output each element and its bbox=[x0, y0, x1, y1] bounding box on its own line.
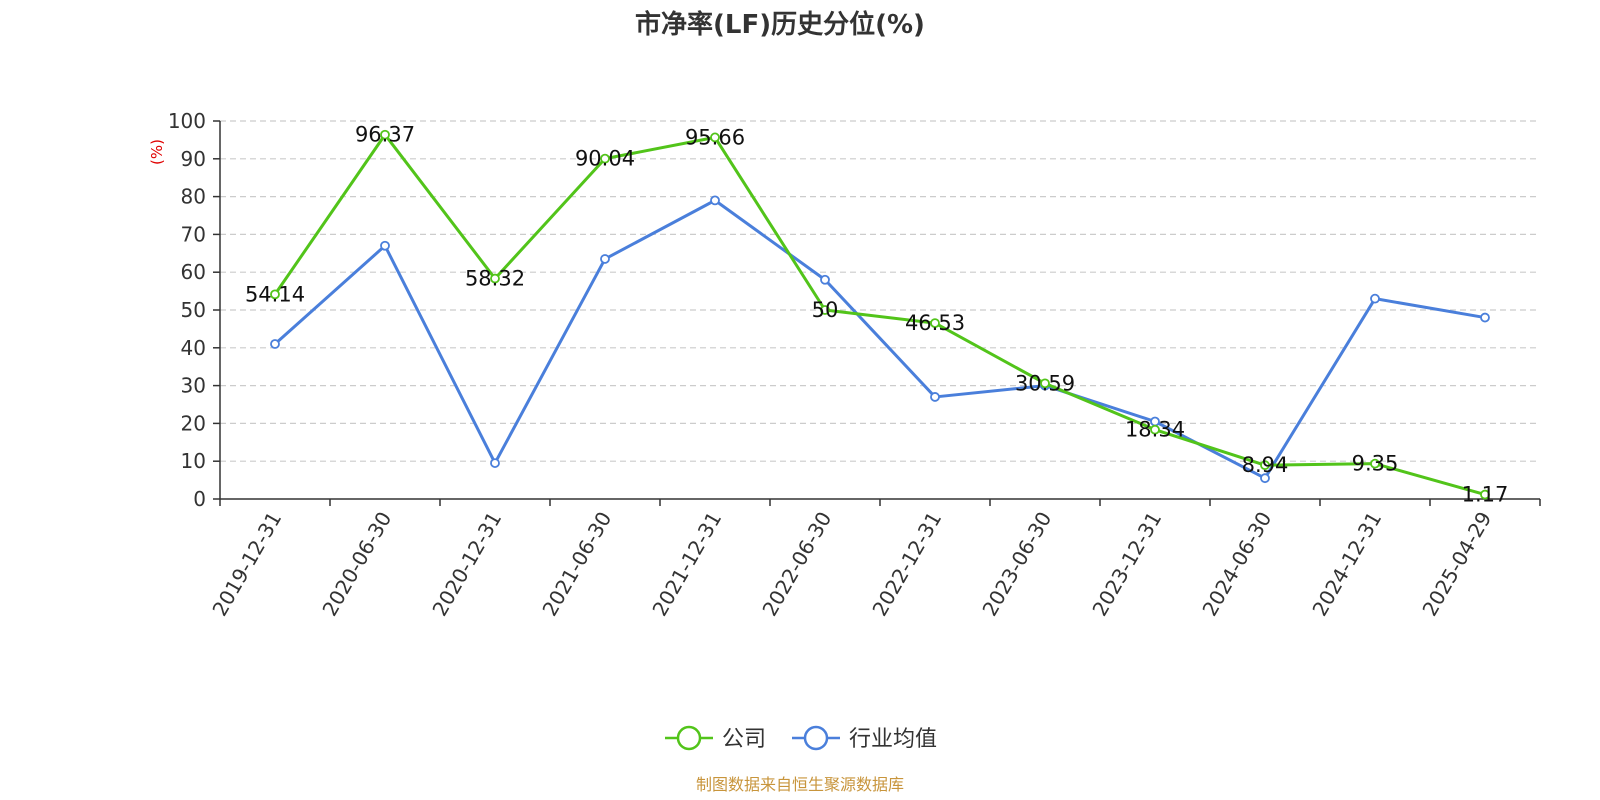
data-point bbox=[710, 195, 720, 206]
data-point bbox=[820, 305, 830, 315]
data-label: 46.53 bbox=[905, 311, 965, 335]
data-point bbox=[380, 240, 390, 251]
data-point bbox=[270, 289, 280, 300]
data-label: 8.94 bbox=[1242, 453, 1289, 477]
data-point bbox=[930, 392, 940, 402]
x-tick-label: 2020-06-30 bbox=[317, 508, 396, 621]
x-tick-label: 2024-12-31 bbox=[1307, 508, 1386, 621]
data-point bbox=[820, 274, 830, 285]
source-note: 制图数据来自恒生聚源数据库 bbox=[696, 775, 904, 794]
data-label: 50 bbox=[812, 298, 839, 322]
y-tick-label: 90 bbox=[181, 147, 206, 171]
data-point bbox=[490, 273, 500, 284]
data-label: 18.34 bbox=[1125, 418, 1185, 442]
data-point bbox=[600, 254, 610, 264]
legend-item[interactable]: 公司 bbox=[665, 725, 766, 752]
data-point bbox=[1260, 473, 1270, 484]
chart-title: 市净率(LF)历史分位(%) bbox=[635, 9, 925, 40]
series-layer bbox=[270, 129, 1490, 500]
data-label: 54.14 bbox=[245, 282, 305, 306]
y-tick-label: 50 bbox=[181, 298, 206, 322]
data-label: 96.37 bbox=[355, 123, 415, 147]
y-tick-label: 40 bbox=[181, 336, 206, 360]
data-labels: 54.14 96.37 58.32 90.04 95.66 50 46.53 30.59 18.… bbox=[245, 123, 1508, 507]
data-point bbox=[1370, 458, 1380, 469]
data-label: 58.32 bbox=[465, 267, 525, 291]
legend-marker bbox=[803, 725, 829, 751]
legend[interactable]: 公司 行业均值 bbox=[665, 725, 937, 752]
y-tick-label: 30 bbox=[181, 374, 206, 398]
y-tick-label: 100 bbox=[168, 109, 206, 133]
data-point bbox=[1150, 424, 1160, 435]
x-tick-label: 2019-12-31 bbox=[207, 508, 286, 621]
x-tick-label: 2022-06-30 bbox=[757, 508, 836, 621]
data-point bbox=[1260, 460, 1270, 471]
y-tick-label: 0 bbox=[193, 487, 206, 511]
legend-item[interactable]: 行业均值 bbox=[792, 725, 937, 752]
y-tick-label: 80 bbox=[181, 185, 206, 209]
y-tick-label: 20 bbox=[181, 411, 206, 435]
data-point bbox=[930, 318, 940, 329]
data-point bbox=[270, 339, 280, 349]
data-point bbox=[1480, 489, 1490, 500]
data-label: 1.17 bbox=[1462, 483, 1509, 507]
x-tick-label: 2023-06-30 bbox=[977, 508, 1056, 621]
x-tick-label: 2025-04-29 bbox=[1417, 508, 1496, 621]
legend-label: 公司 bbox=[722, 727, 766, 752]
x-tick-label: 2023-12-31 bbox=[1087, 508, 1166, 621]
legend-marker bbox=[676, 725, 702, 751]
data-point bbox=[1040, 378, 1050, 389]
data-point bbox=[380, 129, 390, 140]
data-label: 90.04 bbox=[575, 147, 635, 171]
x-tick-label: 2024-06-30 bbox=[1197, 508, 1276, 621]
data-label: 9.35 bbox=[1352, 452, 1399, 476]
x-tick-label: 2021-06-30 bbox=[537, 508, 616, 621]
data-label: 95.66 bbox=[685, 125, 745, 149]
y-axis-unit-label: (%) bbox=[148, 139, 166, 165]
series-line bbox=[273, 133, 1486, 497]
data-point bbox=[710, 132, 720, 143]
series-line bbox=[274, 198, 1486, 480]
y-tick-label: 60 bbox=[181, 260, 206, 284]
legend-label: 行业均值 bbox=[849, 727, 937, 752]
y-axis-ticks: 0 10 20 30 40 50 60 70 80 90 100 bbox=[168, 109, 220, 511]
data-point bbox=[490, 458, 500, 468]
x-tick-label: 2022-12-31 bbox=[867, 508, 946, 621]
data-point bbox=[600, 153, 610, 164]
x-axis-ticks: 2019-12-31 2020-06-30 2020-12-31 2021-06-30… bbox=[207, 499, 1541, 621]
x-tick-label: 2020-12-31 bbox=[427, 508, 506, 621]
data-point bbox=[1370, 293, 1380, 304]
gridlines bbox=[220, 120, 1540, 462]
data-point bbox=[1480, 312, 1490, 323]
x-tick-label: 2021-12-31 bbox=[647, 508, 726, 621]
y-tick-label: 10 bbox=[181, 449, 206, 473]
y-tick-label: 70 bbox=[181, 222, 206, 246]
data-label: 30.59 bbox=[1015, 371, 1075, 395]
